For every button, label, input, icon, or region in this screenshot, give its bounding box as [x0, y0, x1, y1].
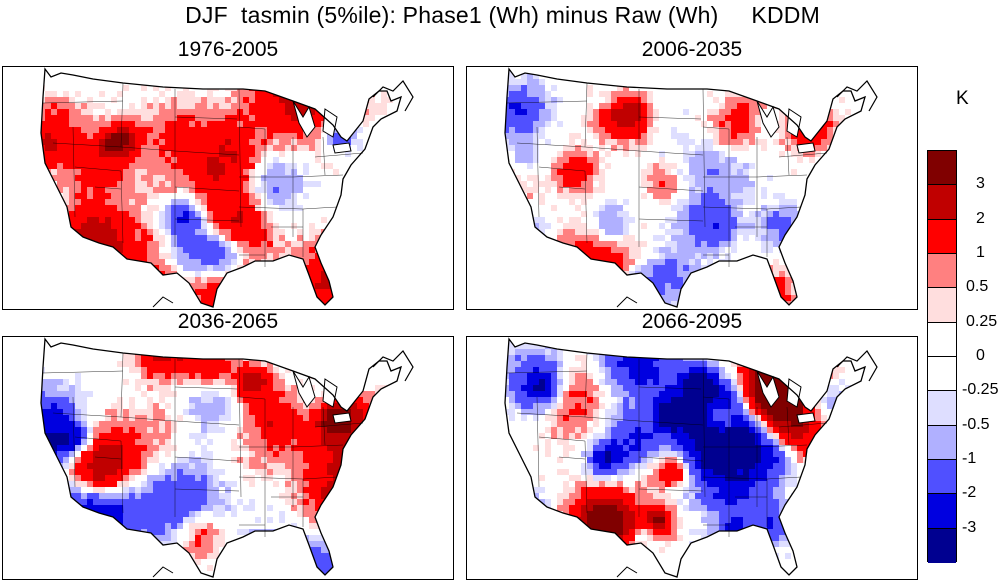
anomaly-field: [41, 339, 401, 577]
colorbar-tick-label: 1: [976, 244, 985, 261]
colorbar-box: [928, 288, 956, 323]
colorbar-box: [928, 254, 956, 289]
country-outline: [504, 67, 866, 308]
colorbar-tick-label: -1: [962, 450, 977, 467]
panel-title-2006-2035: 2006-2035: [641, 38, 743, 61]
map-panel-1976-2005: [2, 66, 454, 310]
colorbar-box: [928, 151, 956, 186]
colorbar-tick-label: 0.25: [966, 312, 998, 330]
colorbar-box: [928, 357, 956, 392]
colorbar-tick-label: -0.25: [962, 381, 999, 399]
anomaly-field: [505, 339, 865, 577]
colorbar-box: [928, 185, 956, 220]
colorbar-tick-label: -0.5: [962, 415, 990, 433]
figure-title: DJF tasmin (5%ile): Phase1 (Wh) minus Ra…: [185, 2, 820, 28]
colorbar-box: [928, 322, 956, 357]
state-borders: [506, 82, 828, 267]
colorbar-box: [928, 528, 956, 563]
panel-title-2066-2095: 2066-2095: [641, 310, 743, 333]
country-outline: [504, 337, 866, 578]
panel-title-1976-2005: 1976-2005: [177, 38, 279, 61]
colorbar: [927, 150, 957, 563]
colorbar-box: [928, 391, 956, 426]
state-borders: [42, 82, 364, 267]
map-1976-2005: [40, 67, 414, 308]
colorbar-tick-label: 0.5: [966, 278, 989, 296]
colorbar-tick-label: 3: [976, 175, 985, 193]
state-borders: [506, 352, 828, 537]
panel-title-2036-2065: 2036-2065: [177, 310, 279, 333]
colorbar-tick-label: 2: [976, 209, 985, 227]
colorbar-box: [928, 460, 956, 495]
colorbar-box: [928, 425, 956, 460]
colorbar-tick-label: -3: [962, 518, 977, 536]
map-2066-2095: [504, 337, 878, 578]
country-outline: [40, 67, 402, 308]
state-borders: [42, 352, 364, 537]
anomaly-field: [41, 69, 401, 307]
colorbar-box: [928, 219, 956, 254]
map-2036-2065: [40, 337, 414, 578]
country-outline: [40, 337, 402, 578]
colorbar-tick-label: -2: [962, 484, 977, 502]
map-panel-2036-2065: [2, 336, 454, 580]
map-2006-2035: [504, 67, 878, 308]
anomaly-field: [505, 69, 865, 307]
colorbar-tick-label: 0: [976, 347, 985, 364]
map-panel-2006-2035: [466, 66, 918, 310]
map-panel-2066-2095: [466, 336, 918, 580]
colorbar-unit: K: [956, 88, 969, 109]
colorbar-box: [928, 494, 956, 529]
